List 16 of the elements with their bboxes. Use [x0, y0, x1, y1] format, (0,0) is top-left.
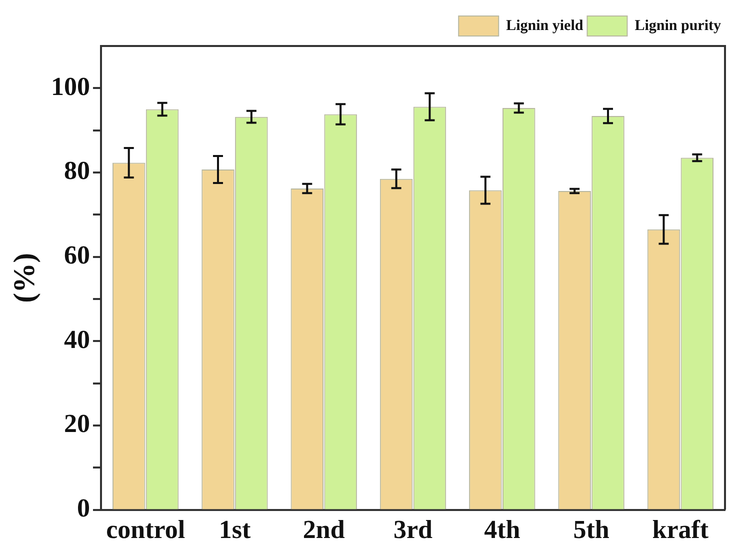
y-tick-label: 40	[64, 324, 90, 354]
legend-label: Lignin purity	[634, 18, 722, 34]
y-tick-label: 100	[51, 72, 90, 101]
x-tick-label: 5th	[573, 515, 610, 544]
x-tick-label: 3rd	[394, 515, 434, 544]
x-tick-label: 1st	[218, 515, 251, 544]
y-axis-title: (%)	[8, 252, 41, 303]
x-tick-label: 4th	[484, 515, 521, 544]
y-tick-label: 0	[77, 494, 90, 523]
y-tick-label: 20	[64, 409, 90, 438]
legend-label: Lignin yield	[506, 18, 584, 34]
y-tick-label: 80	[64, 156, 90, 186]
x-tick-label: kraft	[652, 515, 709, 544]
x-tick-label: 2nd	[302, 515, 346, 544]
x-tick-label: control	[106, 515, 186, 544]
y-tick-label: 60	[64, 240, 90, 270]
